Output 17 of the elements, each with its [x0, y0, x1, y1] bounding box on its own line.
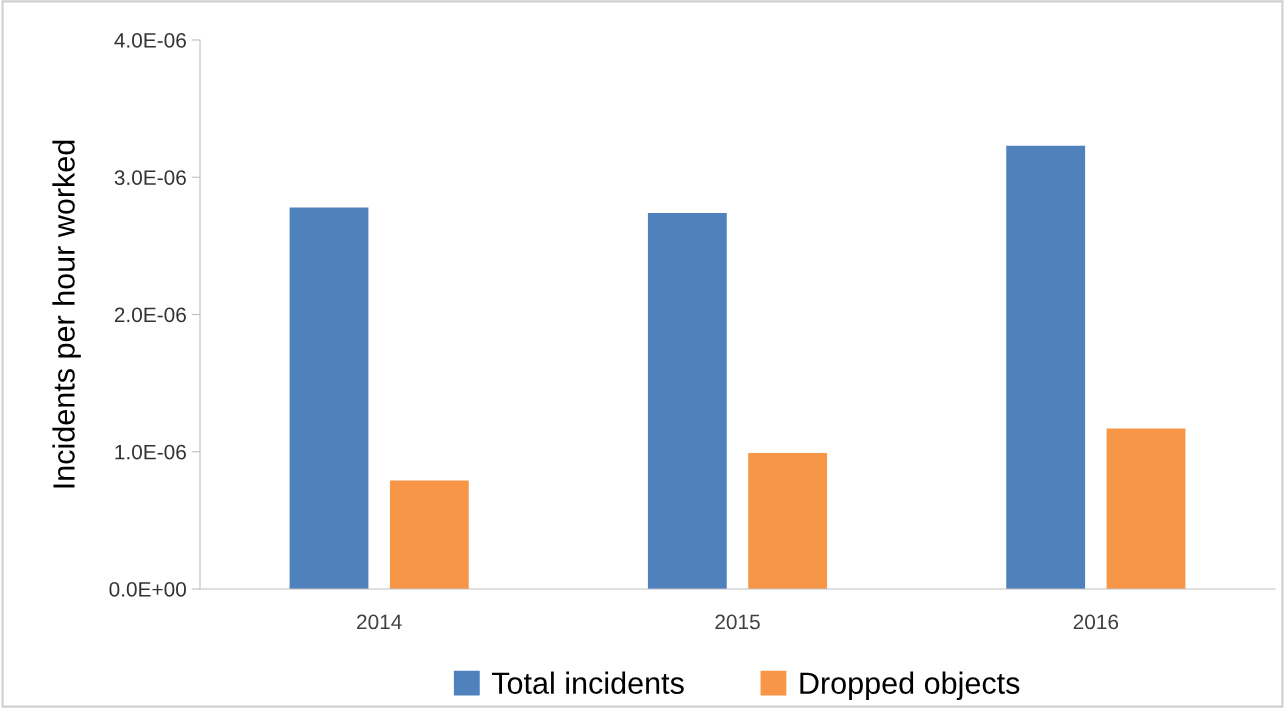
- x-tick-label: 2015: [715, 614, 760, 630]
- y-axis-title: Incidents per hour worked: [52, 140, 81, 488]
- y-tick-label: 1.0E-06: [115, 444, 186, 460]
- y-tick-label: 4.0E-06: [114, 33, 186, 48]
- bar: [1106, 428, 1186, 589]
- bar: [289, 207, 369, 589]
- y-tick-label: 2.0E-06: [114, 307, 186, 323]
- x-tick-label: 2014: [357, 614, 402, 630]
- bar: [389, 480, 469, 589]
- bar: [1006, 145, 1086, 589]
- y-tick-label: 0.0E+00: [109, 582, 186, 597]
- y-tick-label: 3.0E-06: [114, 170, 186, 185]
- bar: [748, 453, 828, 589]
- legend-label: Dropped objects: [800, 671, 1020, 701]
- bar: [647, 212, 727, 589]
- legend-label: Total incidents: [491, 671, 684, 695]
- x-tick-label: 2016: [1073, 614, 1119, 630]
